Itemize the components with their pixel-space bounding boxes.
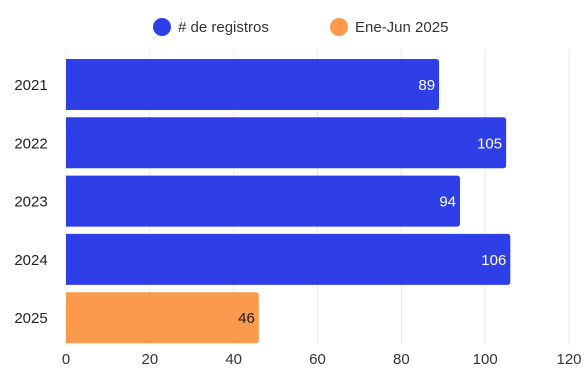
y-category-label: 2021 [14,77,47,94]
data-label: 105 [477,135,502,152]
x-tick-label: 40 [225,351,242,365]
bar-2022 [66,117,507,169]
legend-label: # de registros [178,19,269,36]
bar-2025 [66,292,259,344]
bar-2021 [66,59,440,110]
x-tick-label: 100 [473,351,498,365]
y-category-label: 2025 [14,310,47,327]
x-tick-label: 60 [309,351,326,365]
x-tick-label: 120 [556,351,581,365]
legend-marker-icon [330,18,348,36]
x-tick-label: 0 [62,351,70,365]
legend-item: # de registros [153,18,269,36]
y-axis-category-labels: 2021 2022 2023 2024 2025 [14,77,47,327]
legend-marker-icon [153,18,171,36]
data-label: 46 [238,310,255,327]
y-category-label: 2024 [14,252,47,269]
y-category-label: 2023 [14,194,47,211]
data-labels: 89 105 94 106 46 [238,77,506,327]
legend: # de registros Ene-Jun 2025 [153,18,448,36]
data-label: 94 [439,194,456,211]
bar-2023 [66,175,461,227]
x-tick-label: 20 [141,351,158,365]
bar-2024 [66,233,511,285]
legend-label: Ene-Jun 2025 [355,19,448,36]
x-tick-label: 80 [393,351,410,365]
data-label: 89 [418,77,435,94]
y-category-label: 2022 [14,135,47,152]
legend-item: Ene-Jun 2025 [330,18,448,36]
x-axis-tick-labels: 0 20 40 60 80 100 120 [62,351,582,368]
data-label: 106 [481,252,506,269]
bars [66,59,511,344]
